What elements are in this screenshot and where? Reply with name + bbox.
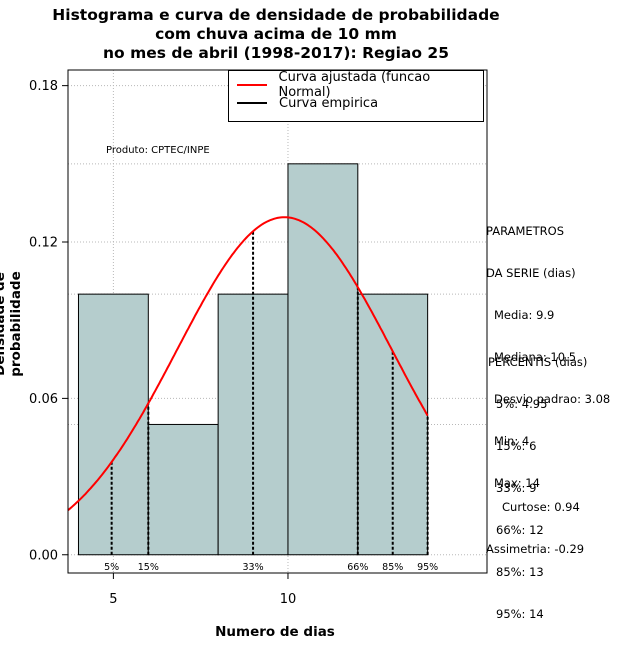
skewness: Assimetria: -0.29 [486, 542, 585, 556]
percentile-label-33: 33% [242, 562, 263, 573]
percentiles-heading: PERCENTIS (dias) [488, 355, 588, 369]
legend-fitted: Curva ajustada (funcao Normal) [237, 70, 483, 100]
x-tick-label: 5 [109, 592, 117, 607]
title-line-1: Histograma e curva de densidade de proba… [52, 6, 500, 24]
percentiles-block: PERCENTIS (dias) 5%: 4.95 15%: 6 33%: 9 … [488, 327, 587, 635]
param-min: Min: 4 [494, 434, 530, 448]
legend-fitted-swatch [237, 84, 267, 86]
normal-fit-curve [67, 216, 429, 511]
legend: Curva ajustada (funcao Normal) Curva emp… [228, 70, 484, 122]
percentile-label-5: 5% [104, 562, 119, 573]
percentile-label-15: 15% [138, 562, 159, 573]
percentile-66: 66%: 12 [496, 523, 544, 537]
legend-fitted-label: Curva ajustada (funcao Normal) [278, 70, 431, 100]
param-median: Mediana: 10.5 [494, 350, 577, 364]
x-tick-label: 10 [280, 592, 297, 607]
y-tick-label: 0.00 [29, 548, 58, 563]
x-axis-label: Numero de dias [215, 624, 335, 640]
product-note: Produto: CPTEC/INPE [106, 145, 210, 156]
histogram-bar-4 [287, 163, 359, 556]
axes-layer: 5 10 0.00 0.06 0.12 0.18 [29, 79, 296, 607]
y-axis-label: Densidade de probabilidade [0, 271, 24, 377]
y-tick-label: 0.06 [29, 392, 58, 407]
legend-empirical: Curva empirica [237, 95, 378, 111]
param-sd: Desvio padrao: 3.08 [494, 392, 611, 406]
percentile-5: 5%: 4.95 [496, 397, 548, 411]
percentile-15: 15%: 6 [496, 439, 537, 453]
histogram-bar-1 [77, 293, 149, 556]
percentile-label-95: 95% [417, 562, 438, 573]
y-tick-label: 0.18 [29, 79, 58, 94]
percentile-markers-layer: 5% 15% 33% 66% 85% 95% [104, 231, 438, 573]
percentile-85: 85%: 13 [496, 565, 544, 579]
title-line-2: com chuva acima de 10 mm [155, 25, 397, 43]
shape-block: Curtose: 0.94 Assimetria: -0.29 [486, 472, 584, 570]
param-mean: Media: 9.9 [494, 308, 555, 322]
legend-empirical-swatch [237, 102, 267, 104]
percentile-95: 95%: 14 [496, 607, 544, 621]
title-line-3: no mes de abril (1998-2017): Regiao 25 [103, 44, 449, 62]
curve-layer [67, 216, 429, 511]
chart-title: Histograma e curva de densidade de proba… [0, 6, 552, 63]
parameters-heading-2: DA SERIE (dias) [486, 266, 576, 280]
percentile-33: 33%: 9 [496, 481, 537, 495]
parameters-block: PARAMETROS DA SERIE (dias) Media: 9.9 Me… [486, 196, 610, 504]
parameters-heading-1: PARAMETROS [486, 224, 565, 238]
histogram-bar-2 [147, 423, 219, 556]
percentile-label-85: 85% [382, 562, 403, 573]
kurtosis: Curtose: 0.94 [502, 500, 580, 514]
y-tick-label: 0.12 [29, 236, 58, 251]
percentile-label-66: 66% [347, 562, 368, 573]
legend-empirical-label: Curva empirica [279, 95, 379, 111]
param-max: Max: 14 [494, 476, 540, 490]
